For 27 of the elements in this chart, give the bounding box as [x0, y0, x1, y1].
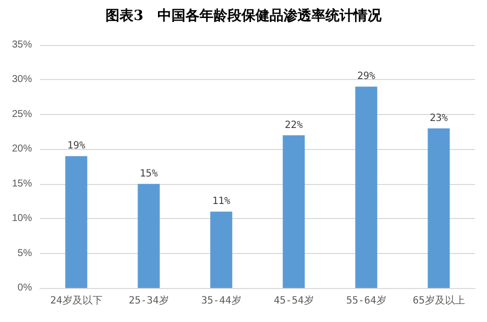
bar [138, 184, 160, 288]
bar [210, 212, 232, 288]
bar [282, 135, 305, 288]
y-tick-label: 0% [18, 282, 32, 294]
x-tick-label: 55-64岁 [346, 294, 386, 306]
y-tick-label: 35% [12, 40, 32, 50]
x-tick-label: 65岁及以上 [412, 294, 465, 306]
y-tick-label: 10% [12, 213, 32, 224]
y-tick-label: 20% [12, 144, 32, 155]
y-tick-label: 15% [12, 178, 32, 190]
bar [65, 156, 88, 288]
x-tick-label: 45-54岁 [274, 294, 314, 306]
data-label: 23% [430, 112, 448, 124]
y-tick-label: 5% [18, 248, 32, 259]
data-label: 29% [357, 71, 376, 82]
bar [428, 128, 450, 288]
chart-title: 图表3 中国各年龄段保健品渗透率统计情况 [106, 7, 382, 24]
y-tick-label: 30% [12, 74, 32, 86]
x-tick-label: 24岁及以下 [50, 294, 102, 306]
x-tick-label: 25-34岁 [128, 294, 169, 306]
data-label: 22% [284, 120, 303, 131]
data-label: 19% [67, 140, 86, 152]
bar [355, 86, 378, 288]
y-tick-label: 25% [12, 108, 32, 120]
data-label: 15% [140, 168, 158, 180]
data-label: 11% [212, 196, 230, 208]
x-tick-label: 35-44岁 [201, 294, 242, 306]
